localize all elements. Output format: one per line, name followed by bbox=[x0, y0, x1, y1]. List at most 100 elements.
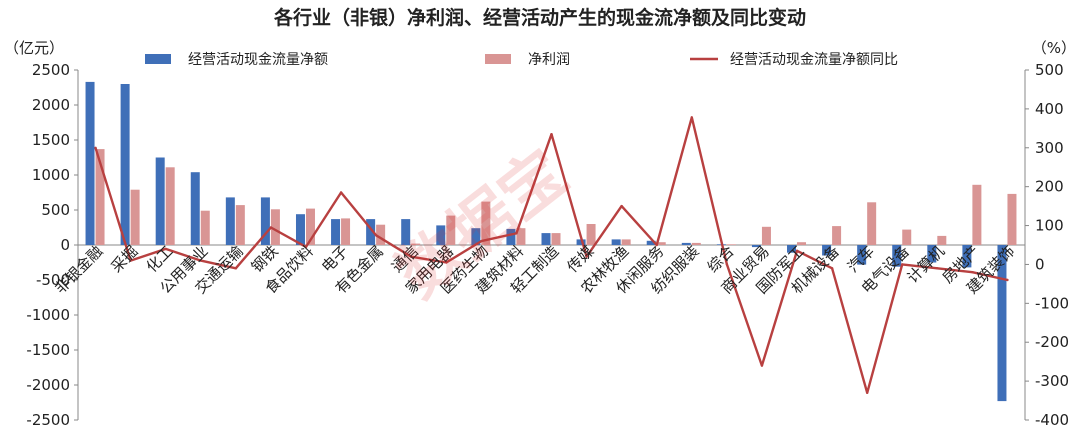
left-tick-label: 500 bbox=[41, 201, 70, 219]
legend-cashflow-label: 经营活动现金流量净额 bbox=[188, 52, 328, 68]
yoy-change-point bbox=[410, 255, 413, 258]
yoy-change-point bbox=[94, 146, 97, 149]
left-tick-label: 2500 bbox=[32, 61, 70, 79]
yoy-change-point bbox=[655, 243, 658, 247]
left-tick-label: 2000 bbox=[32, 96, 70, 114]
cashflow-bar bbox=[471, 228, 481, 245]
yoy-change-point bbox=[865, 391, 869, 394]
right-tick-label: 200 bbox=[1035, 178, 1064, 196]
left-tick-label: 1500 bbox=[32, 131, 70, 149]
net-profit-bar bbox=[165, 167, 175, 245]
net-profit-bar bbox=[867, 202, 877, 245]
net-profit-bar bbox=[235, 205, 245, 245]
net-profit-bar bbox=[481, 201, 491, 245]
legend-cashflow-swatch bbox=[145, 54, 171, 64]
right-tick-label: 300 bbox=[1035, 139, 1064, 157]
yoy-change-point bbox=[585, 255, 588, 258]
net-profit-bar bbox=[305, 208, 315, 245]
cashflow-bar bbox=[822, 245, 832, 256]
net-profit-bar bbox=[446, 215, 456, 245]
yoy-change-point bbox=[690, 116, 693, 119]
cashflow-bar bbox=[120, 84, 130, 245]
net-profit-bar bbox=[95, 149, 105, 245]
net-profit-bar bbox=[341, 218, 351, 245]
right-tick-label: 500 bbox=[1035, 61, 1064, 79]
legend-net-profit-label: 净利润 bbox=[528, 52, 570, 68]
legend: 经营活动现金流量净额 净利润 经营活动现金流量净额同比 bbox=[145, 52, 898, 68]
cashflow-bar bbox=[927, 245, 937, 263]
cashflow-bar bbox=[541, 233, 551, 245]
cashflow-bar bbox=[506, 228, 516, 245]
left-axis-unit: （亿元） bbox=[4, 39, 64, 57]
net-profit-bar bbox=[621, 239, 631, 245]
net-profit-bar bbox=[551, 233, 561, 245]
cashflow-bar bbox=[576, 239, 586, 245]
category-label: 采掘 bbox=[107, 242, 141, 276]
net-profit-bar bbox=[761, 226, 771, 245]
left-tick-label: -1000 bbox=[26, 306, 70, 324]
cashflow-bar bbox=[401, 219, 411, 245]
yoy-change-point bbox=[304, 245, 308, 249]
right-tick-label: -200 bbox=[1035, 333, 1069, 351]
net-profit-bar bbox=[797, 242, 807, 245]
right-tick-label: -300 bbox=[1035, 372, 1069, 390]
yoy-change-point bbox=[269, 226, 273, 229]
yoy-change-point bbox=[725, 263, 729, 266]
yoy-change-point bbox=[515, 232, 518, 235]
cashflow-bar bbox=[155, 157, 165, 245]
cashflow-bar bbox=[681, 242, 691, 245]
cashflow-bar bbox=[260, 197, 270, 245]
yoy-change-point bbox=[901, 263, 904, 266]
left-tick-label: -1500 bbox=[26, 341, 70, 359]
right-tick-label: 0 bbox=[1035, 255, 1045, 273]
chart-title: 各行业（非银）净利润、经营活动产生的现金流净额及同比变动 bbox=[273, 6, 806, 29]
yoy-change-point bbox=[339, 191, 343, 194]
cashflow-bar bbox=[225, 197, 235, 245]
right-tick-label: 100 bbox=[1035, 217, 1064, 235]
legend-net-profit-swatch bbox=[485, 54, 511, 64]
net-profit-bar bbox=[376, 224, 386, 245]
yoy-change-point bbox=[1006, 278, 1009, 282]
cashflow-bar bbox=[787, 245, 797, 253]
yoy-change-point bbox=[971, 271, 974, 274]
net-profit-bar bbox=[130, 189, 140, 245]
cashflow-bar bbox=[190, 172, 200, 245]
net-profit-bar bbox=[586, 224, 596, 245]
net-profit-bar bbox=[691, 242, 701, 245]
cashflow-bar bbox=[611, 239, 621, 245]
yoy-change-point bbox=[445, 261, 448, 264]
cashflow-bar bbox=[751, 245, 761, 248]
cashflow-bar bbox=[857, 245, 867, 265]
cashflow-bar bbox=[646, 240, 656, 245]
left-tick-label: 0 bbox=[60, 236, 70, 254]
net-profit-bar bbox=[902, 229, 912, 245]
left-tick-label: 1000 bbox=[32, 166, 70, 184]
left-tick-label: -2000 bbox=[26, 376, 70, 394]
yoy-change-point bbox=[374, 234, 378, 237]
cashflow-bar bbox=[997, 245, 1007, 402]
net-profit-bar bbox=[200, 210, 210, 245]
legend-yoy-label: 经营活动现金流量净额同比 bbox=[730, 52, 898, 68]
cashflow-bar bbox=[331, 219, 341, 245]
right-tick-label: 400 bbox=[1035, 100, 1064, 118]
yoy-change-point bbox=[936, 267, 939, 270]
left-tick-label: -2500 bbox=[26, 411, 70, 429]
yoy-change-point bbox=[129, 259, 132, 262]
net-profit-bar bbox=[270, 209, 280, 245]
net-profit-bar bbox=[937, 235, 947, 245]
cashflow-bar bbox=[892, 245, 902, 267]
bars bbox=[85, 81, 1017, 402]
cashflow-bar bbox=[366, 219, 376, 245]
cashflow-bar bbox=[962, 245, 972, 268]
net-profit-bar bbox=[726, 244, 736, 245]
line-layer bbox=[94, 116, 1009, 394]
net-profit-bar bbox=[516, 228, 526, 245]
cashflow-bar bbox=[85, 81, 95, 246]
axes: 25002000150010005000-500-1000-1500-2000-… bbox=[26, 61, 1069, 429]
yoy-change-point bbox=[234, 267, 238, 270]
net-profit-bar bbox=[1007, 193, 1017, 245]
yoy-change-point bbox=[199, 259, 202, 262]
cashflow-bar bbox=[295, 214, 305, 245]
